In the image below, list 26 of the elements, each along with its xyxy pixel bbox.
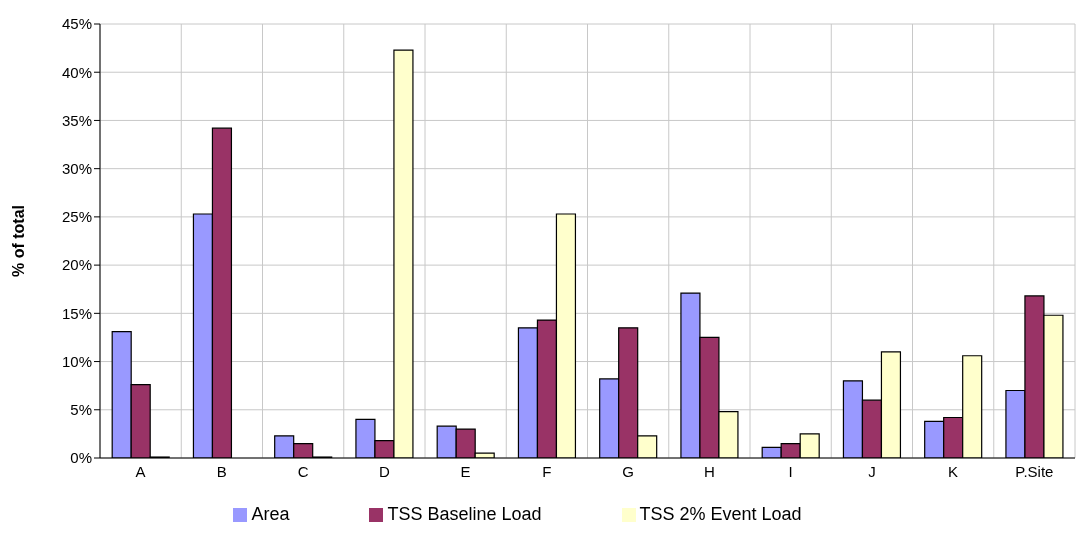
y-tick-label: 30% bbox=[61, 159, 92, 177]
y-tick-label: 5% bbox=[70, 401, 92, 419]
legend-label: Area bbox=[251, 504, 290, 524]
y-tick-label: 35% bbox=[61, 111, 92, 129]
legend-label: TSS Baseline Load bbox=[387, 504, 542, 524]
y-tick-label: 20% bbox=[61, 256, 92, 274]
x-tick-label: C bbox=[297, 462, 309, 480]
x-tick-label: D bbox=[378, 462, 390, 480]
y-tick-label: 25% bbox=[61, 208, 92, 226]
x-tick-label: I bbox=[788, 462, 793, 480]
y-tick-label: 0% bbox=[70, 449, 92, 467]
x-tick-label: P.Site bbox=[1015, 462, 1054, 480]
y-tick-label: 15% bbox=[61, 304, 92, 322]
y-tick-label: 10% bbox=[61, 352, 92, 370]
y-tick-label: 40% bbox=[61, 63, 92, 81]
legend-label: TSS 2% Event Load bbox=[639, 504, 802, 524]
x-tick-label: G bbox=[622, 462, 634, 480]
x-tick-label: A bbox=[135, 462, 146, 480]
x-tick-label: K bbox=[948, 462, 959, 480]
y-tick-label: 45% bbox=[61, 15, 92, 33]
y-axis-title: % of total bbox=[9, 205, 27, 277]
x-tick-label: B bbox=[216, 462, 227, 480]
x-tick-label: F bbox=[542, 462, 552, 480]
x-tick-label: J bbox=[868, 462, 876, 480]
x-tick-label: E bbox=[460, 462, 471, 480]
x-tick-label: H bbox=[703, 462, 715, 480]
